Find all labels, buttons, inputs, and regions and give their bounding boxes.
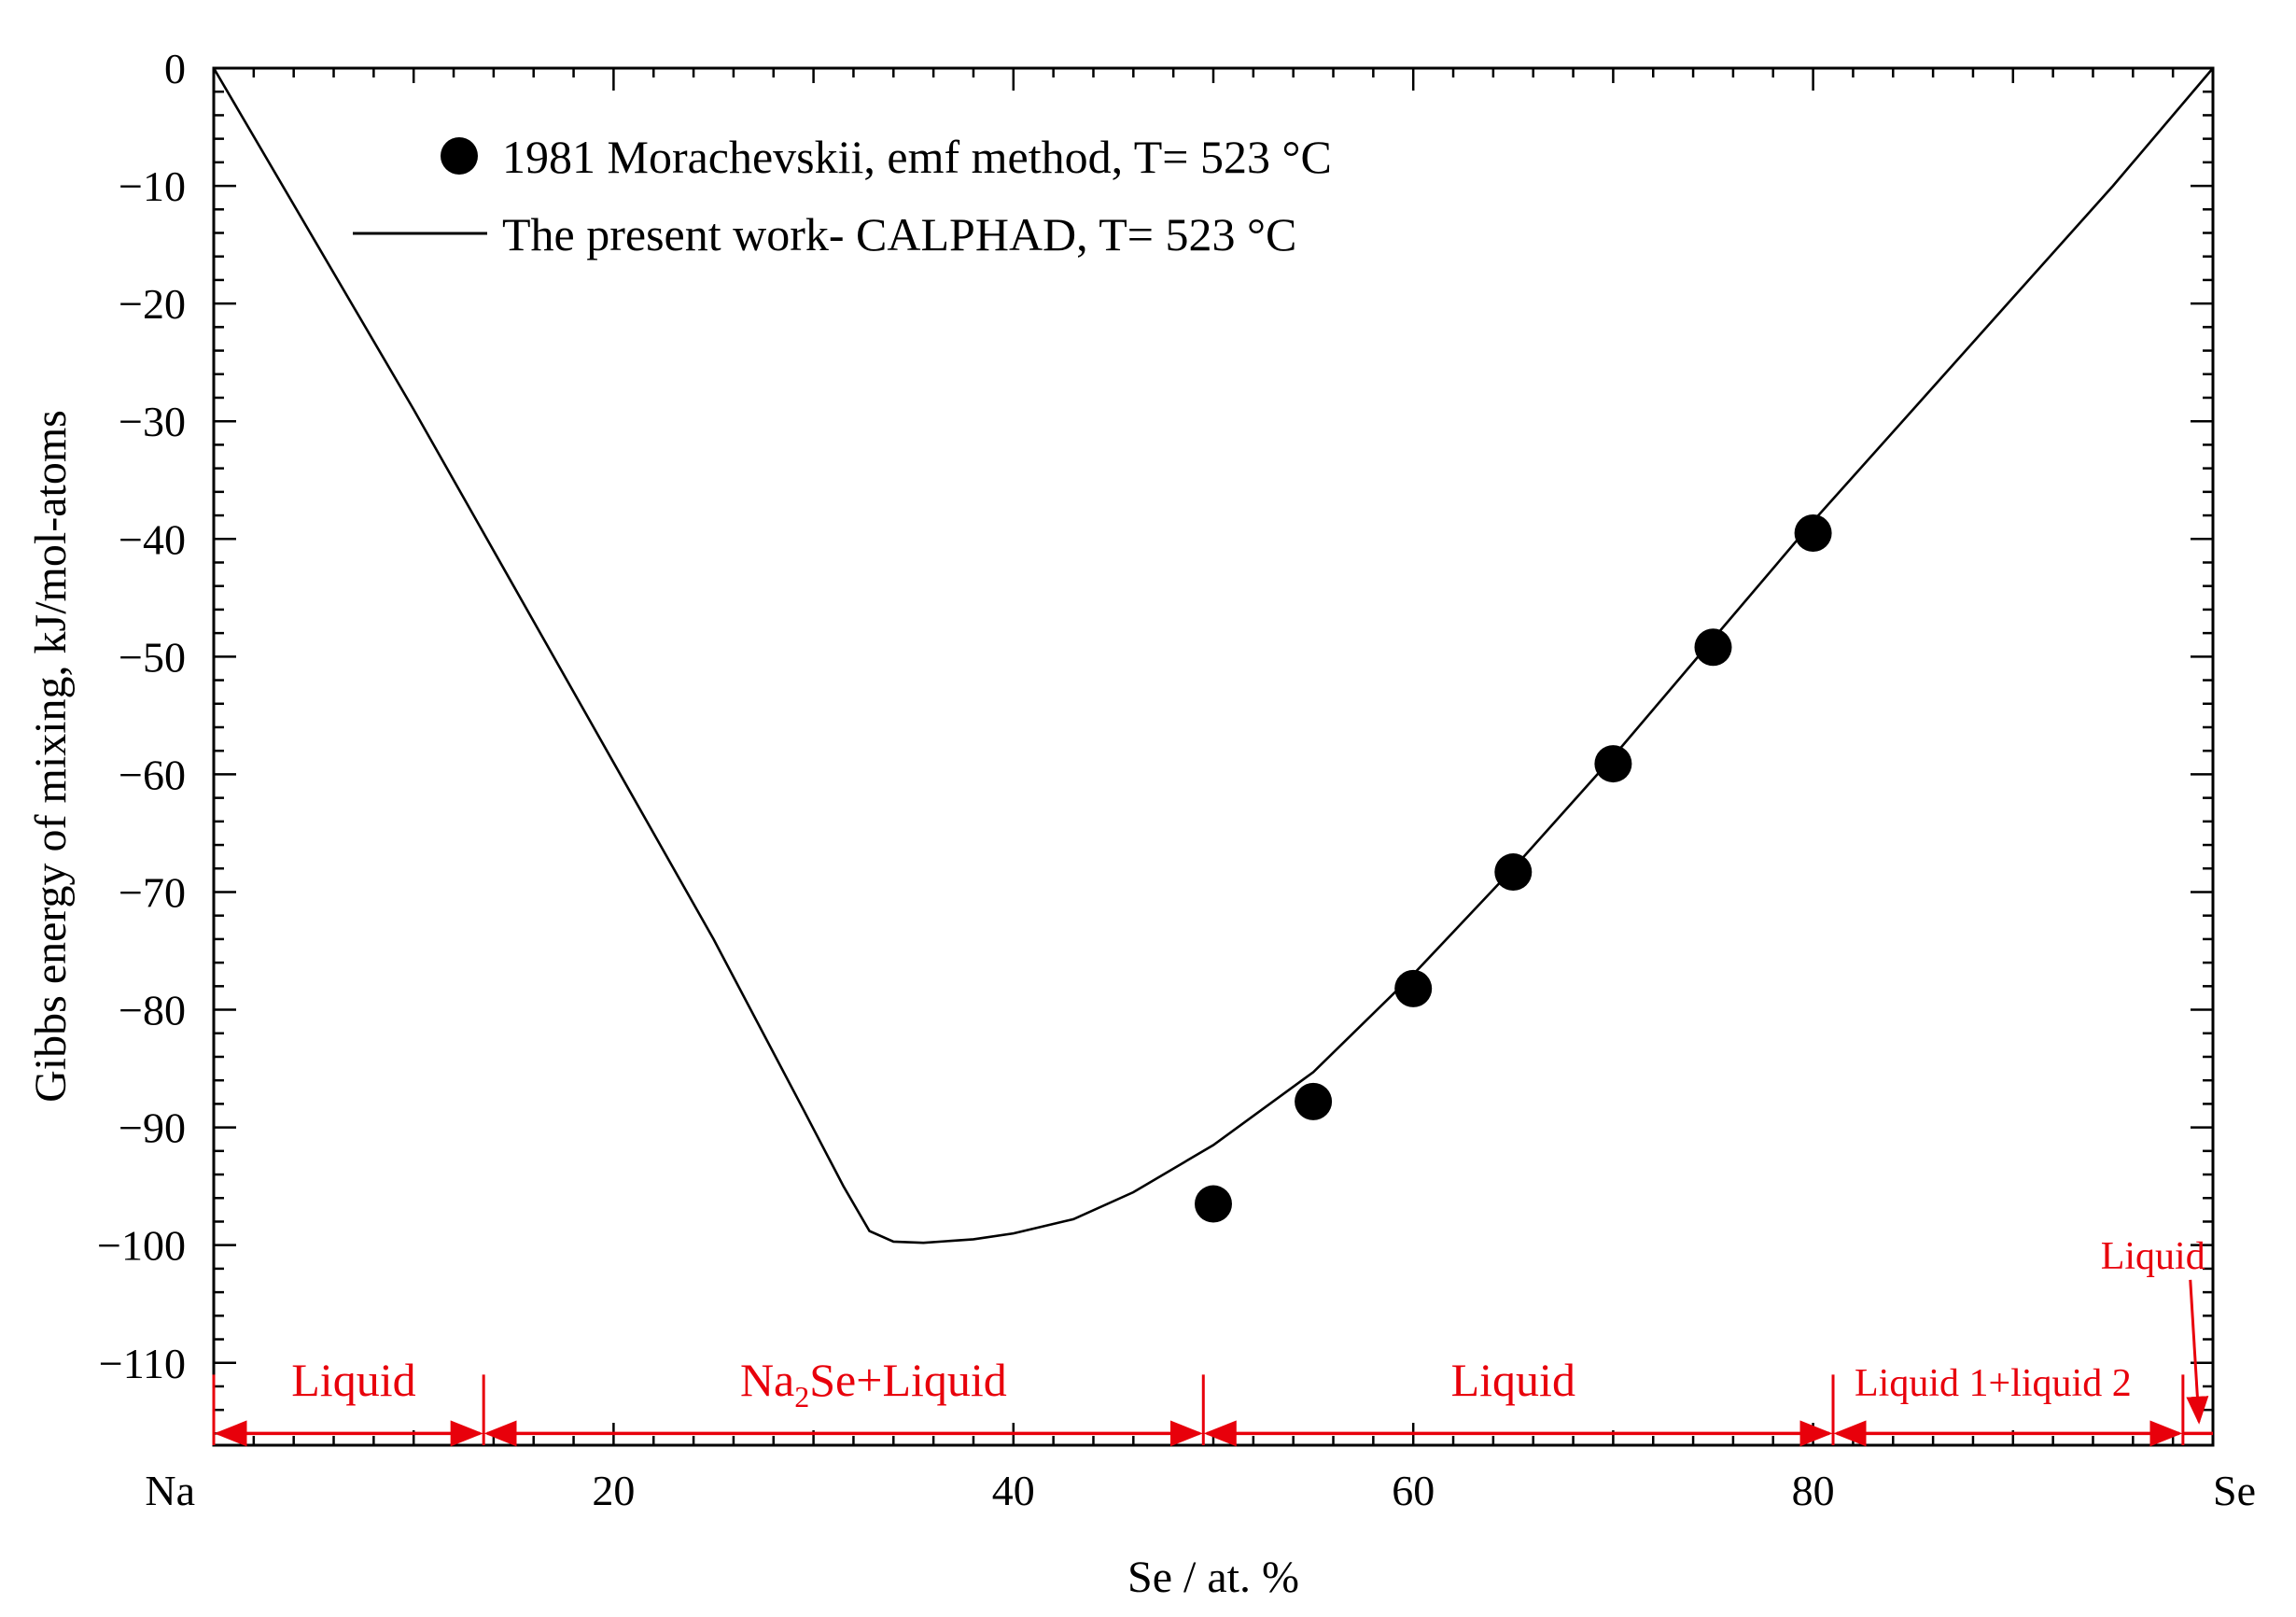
x-tick-label: 80 xyxy=(1792,1467,1835,1514)
legend: 1981 Morachevskii, emf method, T= 523 °C… xyxy=(353,131,1332,260)
y-tick-label: −100 xyxy=(97,1222,186,1270)
y-tick-label: −70 xyxy=(119,868,186,916)
na2se-label-sub: 2 xyxy=(794,1380,809,1413)
y-tick-label: −110 xyxy=(99,1340,186,1387)
x-tick-label: 60 xyxy=(1392,1467,1435,1514)
phase-region-labels: Liquid Na2Se+Liquid Liquid Liquid 1+liqu… xyxy=(291,1235,2205,1413)
na2se-label-rest: Se+Liquid xyxy=(809,1354,1007,1406)
y-tick-label: −10 xyxy=(119,162,186,210)
emf-scatter-points xyxy=(1195,513,1832,1223)
legend-label-scatter: 1981 Morachevskii, emf method, T= 523 °C xyxy=(502,131,1332,183)
callout-arrow xyxy=(2186,1279,2209,1425)
phase-regions xyxy=(212,1374,2213,1447)
data-point xyxy=(1594,745,1632,783)
y-tick-label: −30 xyxy=(119,398,186,445)
data-point xyxy=(1494,853,1533,892)
x-axis-title: Se / at. % xyxy=(1127,1553,1299,1602)
y-tick-label: −90 xyxy=(119,1104,186,1152)
region-label-na2se-liquid: Na2Se+Liquid xyxy=(740,1354,1007,1413)
data-point xyxy=(1694,628,1732,667)
y-tick-labels: 0 −10 −20 −30 −40 −50 −60 −70 −80 −90 −100 −110 xyxy=(97,45,186,1387)
y-tick-label: −40 xyxy=(119,515,186,563)
callout-label-liquid: Liquid xyxy=(2101,1235,2205,1278)
data-point xyxy=(1295,1082,1333,1120)
x-tick-label: 20 xyxy=(592,1467,635,1514)
y-tick-label: −20 xyxy=(119,280,186,328)
data-point xyxy=(1794,513,1832,552)
plot-frame xyxy=(212,66,2215,1447)
y-tick-label: −80 xyxy=(119,987,186,1034)
x-tick-label: 40 xyxy=(992,1467,1035,1514)
y-axis-title: Gibbs energy of mixing, kJ/mol-atoms xyxy=(26,410,76,1103)
data-point xyxy=(1195,1185,1232,1223)
legend-marker-scatter xyxy=(441,137,478,175)
region-label-liquid-2: Liquid xyxy=(1451,1354,1575,1406)
y-tick-label: 0 xyxy=(164,45,186,92)
y-tick-label: −60 xyxy=(119,751,186,798)
region-label-liquid-1: Liquid xyxy=(291,1354,415,1406)
na2se-label-na: Na xyxy=(740,1354,794,1406)
axis-ticks xyxy=(212,66,2215,1445)
x-tick-label: Na xyxy=(145,1467,195,1514)
region-label-liquid1-liquid2: Liquid 1+liquid 2 xyxy=(1855,1362,2132,1405)
y-tick-label: −50 xyxy=(119,633,186,681)
legend-label-line: The present work- CALPHAD, T= 523 °C xyxy=(502,208,1296,260)
x-tick-label: Se xyxy=(2213,1467,2256,1514)
x-tick-labels: Na 20 40 60 80 Se xyxy=(145,1467,2256,1514)
data-point xyxy=(1394,969,1433,1007)
